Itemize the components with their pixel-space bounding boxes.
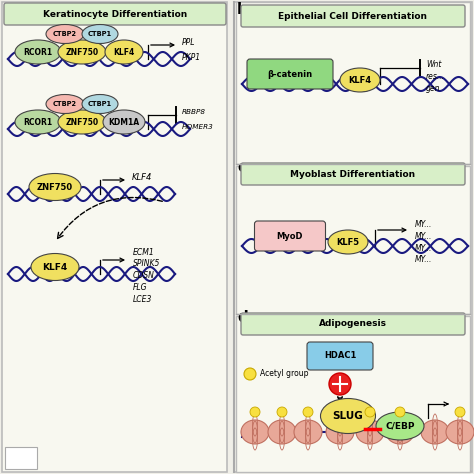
Text: res...: res... bbox=[426, 72, 445, 81]
Ellipse shape bbox=[31, 254, 79, 281]
Text: MY...: MY... bbox=[415, 255, 432, 264]
Text: Wnt: Wnt bbox=[426, 60, 441, 69]
Ellipse shape bbox=[241, 420, 269, 444]
Ellipse shape bbox=[46, 25, 84, 44]
Ellipse shape bbox=[268, 420, 296, 444]
FancyBboxPatch shape bbox=[5, 447, 37, 469]
Text: ECM1: ECM1 bbox=[133, 247, 155, 256]
Text: CTBP1: CTBP1 bbox=[88, 101, 112, 107]
Ellipse shape bbox=[421, 420, 449, 444]
Text: FLG: FLG bbox=[133, 283, 147, 292]
FancyBboxPatch shape bbox=[236, 316, 470, 472]
Text: C/EBP: C/EBP bbox=[385, 421, 415, 430]
FancyBboxPatch shape bbox=[241, 5, 465, 27]
Circle shape bbox=[303, 407, 313, 417]
Text: Myoblast Differentiation: Myoblast Differentiation bbox=[291, 170, 416, 179]
Ellipse shape bbox=[328, 230, 368, 254]
Text: KDM1A: KDM1A bbox=[109, 118, 139, 127]
Circle shape bbox=[329, 373, 351, 395]
Text: RCOR1: RCOR1 bbox=[23, 47, 53, 56]
Text: KLF5: KLF5 bbox=[337, 237, 360, 246]
Text: SLUG: SLUG bbox=[333, 411, 364, 421]
Text: LCE3: LCE3 bbox=[133, 295, 152, 304]
Text: Keratinocyte Differentiation: Keratinocyte Differentiation bbox=[43, 9, 187, 18]
FancyBboxPatch shape bbox=[234, 2, 472, 472]
Text: KLF4: KLF4 bbox=[348, 75, 372, 84]
Text: ZNF750: ZNF750 bbox=[65, 47, 99, 56]
Text: RCOR1: RCOR1 bbox=[23, 118, 53, 127]
Circle shape bbox=[277, 407, 287, 417]
Text: d: d bbox=[237, 310, 248, 325]
Text: MY...: MY... bbox=[415, 219, 432, 228]
Text: KLF4: KLF4 bbox=[113, 47, 135, 56]
Ellipse shape bbox=[15, 40, 61, 64]
Text: KLF4: KLF4 bbox=[42, 263, 68, 272]
Text: CTBP2: CTBP2 bbox=[53, 31, 77, 37]
FancyBboxPatch shape bbox=[241, 313, 465, 335]
Circle shape bbox=[455, 407, 465, 417]
Text: CDSN: CDSN bbox=[133, 272, 155, 281]
Circle shape bbox=[250, 407, 260, 417]
Ellipse shape bbox=[326, 420, 354, 444]
Ellipse shape bbox=[320, 399, 375, 434]
Ellipse shape bbox=[15, 110, 61, 134]
Ellipse shape bbox=[446, 420, 474, 444]
Text: HOMER3: HOMER3 bbox=[182, 124, 214, 130]
Text: CTBP2: CTBP2 bbox=[53, 101, 77, 107]
Ellipse shape bbox=[376, 412, 424, 440]
Text: MY...: MY... bbox=[415, 231, 432, 240]
Text: PKP1: PKP1 bbox=[182, 53, 201, 62]
Ellipse shape bbox=[46, 94, 84, 113]
FancyBboxPatch shape bbox=[247, 59, 333, 89]
Circle shape bbox=[365, 407, 375, 417]
Ellipse shape bbox=[386, 420, 414, 444]
FancyBboxPatch shape bbox=[307, 342, 373, 370]
Ellipse shape bbox=[356, 420, 384, 444]
FancyBboxPatch shape bbox=[4, 3, 226, 25]
Text: b: b bbox=[237, 1, 248, 17]
Text: KLF4: KLF4 bbox=[132, 173, 152, 182]
FancyBboxPatch shape bbox=[255, 221, 326, 251]
FancyBboxPatch shape bbox=[236, 166, 470, 314]
Ellipse shape bbox=[58, 110, 106, 134]
Circle shape bbox=[244, 368, 256, 380]
Text: gen: gen bbox=[426, 83, 440, 92]
FancyBboxPatch shape bbox=[236, 2, 470, 164]
Text: β-catenin: β-catenin bbox=[267, 70, 312, 79]
Ellipse shape bbox=[294, 420, 322, 444]
Text: ZNF750: ZNF750 bbox=[37, 182, 73, 191]
Text: c: c bbox=[237, 159, 246, 174]
Ellipse shape bbox=[82, 94, 118, 113]
FancyBboxPatch shape bbox=[2, 2, 227, 472]
Circle shape bbox=[395, 407, 405, 417]
Text: Adipogenesis: Adipogenesis bbox=[319, 319, 387, 328]
Ellipse shape bbox=[29, 173, 81, 201]
FancyBboxPatch shape bbox=[241, 163, 465, 185]
Ellipse shape bbox=[340, 68, 380, 92]
Text: ZNF750: ZNF750 bbox=[65, 118, 99, 127]
Text: CTBP1: CTBP1 bbox=[88, 31, 112, 37]
Text: Epithelial Cell Differentiation: Epithelial Cell Differentiation bbox=[279, 11, 428, 20]
Text: PPL: PPL bbox=[182, 37, 195, 46]
Ellipse shape bbox=[58, 40, 106, 64]
Text: MY...: MY... bbox=[415, 244, 432, 253]
Ellipse shape bbox=[105, 40, 143, 64]
Text: RBBP8: RBBP8 bbox=[182, 109, 206, 115]
Text: MyoD: MyoD bbox=[277, 231, 303, 240]
Text: Acetyl group: Acetyl group bbox=[260, 370, 309, 379]
Ellipse shape bbox=[103, 110, 145, 134]
Text: SPINK5: SPINK5 bbox=[133, 259, 160, 268]
Ellipse shape bbox=[82, 25, 118, 44]
Text: HDAC1: HDAC1 bbox=[324, 352, 356, 361]
